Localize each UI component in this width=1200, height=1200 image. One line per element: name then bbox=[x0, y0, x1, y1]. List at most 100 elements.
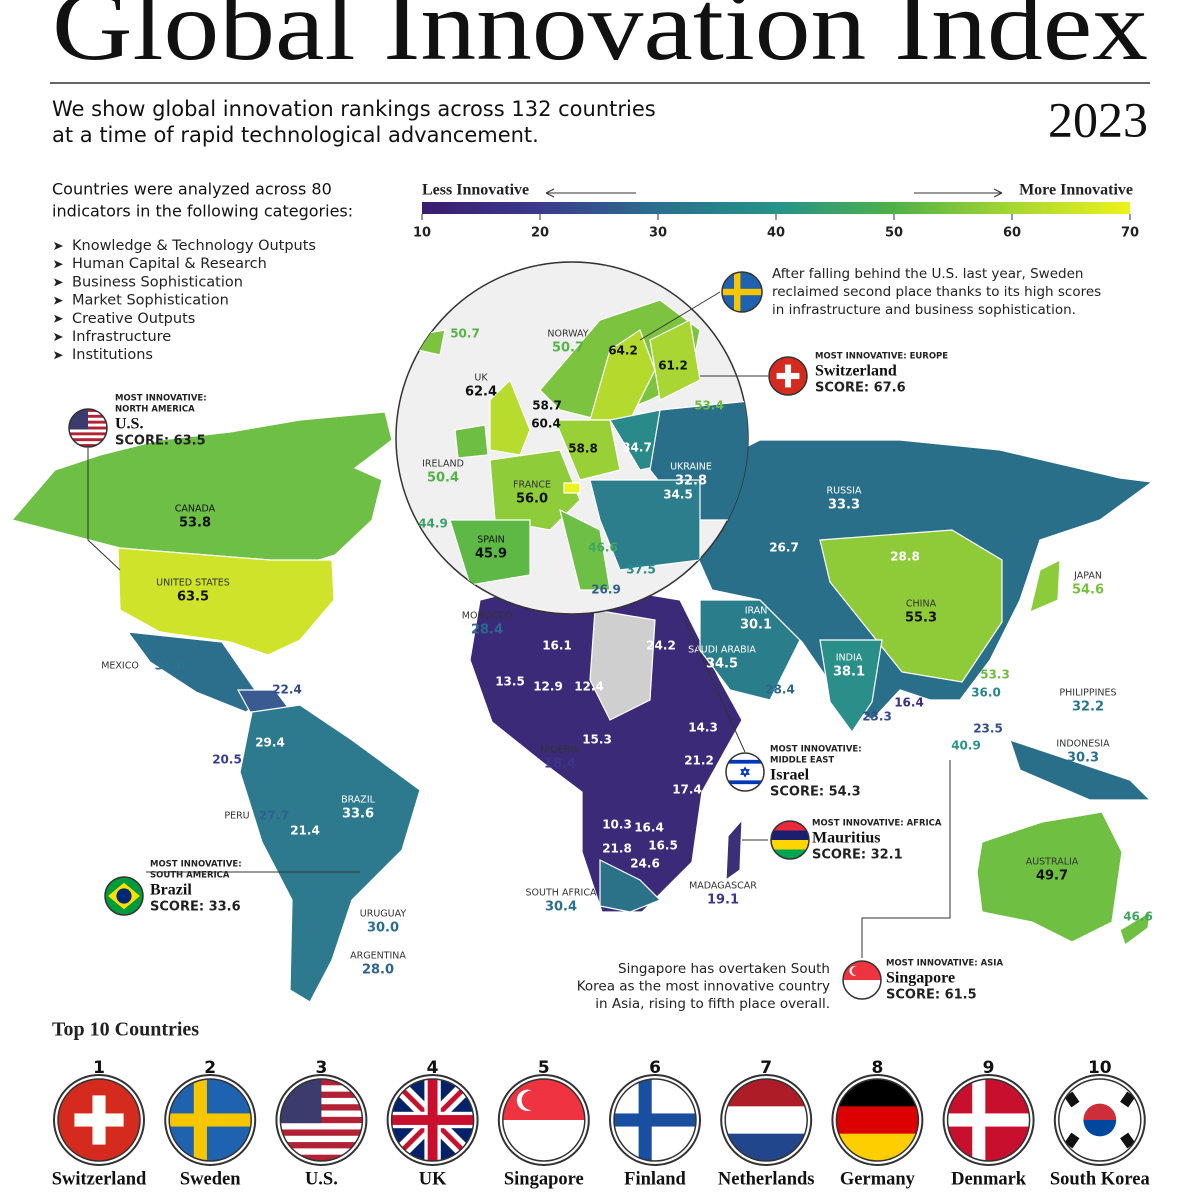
legend-high-label: More Innovative bbox=[1019, 182, 1133, 199]
country-score: 22.4 bbox=[272, 683, 302, 697]
legend-tick-label: 30 bbox=[649, 226, 667, 241]
country-score: 16.1 bbox=[542, 639, 572, 653]
flag-ring bbox=[842, 960, 882, 1000]
annotation-line: in Asia, rising to fifth place overall. bbox=[595, 996, 830, 1012]
flag bbox=[722, 272, 762, 312]
rank-number: 2 bbox=[204, 1058, 216, 1078]
country-name: Sweden bbox=[180, 1169, 241, 1189]
flag-part bbox=[1120, 1091, 1136, 1108]
country-name: UK bbox=[419, 1169, 447, 1189]
country-score: 23.5 bbox=[973, 722, 1003, 736]
country-score: 12.4 bbox=[574, 680, 604, 694]
flag bbox=[614, 1079, 696, 1161]
bullet-arrow bbox=[54, 351, 63, 360]
flag-part bbox=[725, 1079, 808, 1108]
flag-part bbox=[280, 1129, 363, 1137]
flag-part bbox=[614, 1113, 696, 1127]
country-score: 10.3 bbox=[602, 818, 632, 832]
country-score: 32.8 bbox=[675, 474, 707, 489]
country-score: 23.3 bbox=[862, 710, 892, 724]
leader-line bbox=[861, 760, 951, 958]
country-score: 21.8 bbox=[602, 842, 632, 856]
country-score: 61.2 bbox=[658, 359, 688, 373]
bullet-arrow bbox=[54, 333, 63, 341]
region bbox=[725, 818, 743, 882]
country-name: UNITED STATES bbox=[156, 578, 230, 589]
europe-map bbox=[414, 299, 748, 591]
country-score: 17.4 bbox=[672, 783, 702, 797]
flag-part bbox=[280, 1135, 363, 1143]
top10-title: Top 10 Countries bbox=[52, 1019, 199, 1041]
legend-arrow-head bbox=[993, 188, 1003, 198]
country-score: 53.3 bbox=[980, 668, 1010, 682]
country-score: 49.7 bbox=[1036, 869, 1068, 884]
flag bbox=[105, 877, 143, 915]
title: Global Innovation Index bbox=[52, 0, 1148, 81]
country-score: 19.1 bbox=[707, 893, 739, 908]
country-score: 30.3 bbox=[1067, 751, 1099, 766]
rank-number: 5 bbox=[538, 1058, 550, 1078]
flag-ring bbox=[835, 1078, 920, 1162]
country-name: NIGERIA bbox=[540, 745, 580, 756]
country-score: 63.5 bbox=[177, 590, 209, 605]
flag-part bbox=[740, 766, 750, 778]
annotations: After falling behind the U.S. last year,… bbox=[577, 266, 1101, 1012]
callout-kicker: MOST INNOVATIVE: bbox=[150, 860, 242, 870]
flag-part bbox=[1120, 1132, 1136, 1149]
category-item: Business Sophistication bbox=[72, 274, 243, 290]
country-score: 58.7 bbox=[532, 399, 562, 413]
leader-line bbox=[684, 619, 746, 753]
flag-part bbox=[836, 1106, 919, 1135]
flag-part bbox=[280, 1123, 363, 1131]
flag-part bbox=[69, 441, 107, 445]
rank-number: 10 bbox=[1088, 1058, 1112, 1078]
country-score: 50.7 bbox=[552, 341, 584, 356]
country-name: FRANCE bbox=[513, 480, 551, 491]
country-score: 60.4 bbox=[531, 417, 561, 431]
flag-part bbox=[280, 1148, 363, 1156]
year: 2023 bbox=[1048, 91, 1148, 147]
category-item: Market Sophistication bbox=[72, 293, 229, 309]
flag-ring bbox=[57, 1078, 141, 1162]
country-name: MOROCCO bbox=[462, 611, 513, 622]
flag bbox=[391, 1079, 474, 1161]
legend-bar bbox=[422, 202, 1130, 214]
leader-lines bbox=[87, 291, 951, 958]
flag-ring bbox=[502, 1078, 586, 1162]
flag-part bbox=[280, 1079, 322, 1124]
country-score: 16.4 bbox=[894, 696, 924, 710]
category-list: Knowledge & Technology Outputs Human Capi… bbox=[54, 238, 316, 363]
country-score: 44.9 bbox=[418, 517, 448, 531]
flag-ring bbox=[725, 752, 765, 792]
flag-part bbox=[1083, 1120, 1117, 1137]
region bbox=[649, 319, 701, 401]
flag-part bbox=[116, 888, 132, 904]
region bbox=[554, 419, 621, 481]
country-score: 40.9 bbox=[951, 739, 981, 753]
leader-line bbox=[87, 448, 121, 571]
country-score: 28.8 bbox=[890, 550, 920, 564]
country-score: 58.8 bbox=[568, 442, 598, 456]
country-name: NORWAY bbox=[547, 329, 588, 340]
legend-tick-label: 40 bbox=[767, 226, 785, 241]
country-name: UK bbox=[474, 373, 488, 384]
rank-number: 4 bbox=[427, 1058, 439, 1078]
callout-kicker: MIDDLE EAST bbox=[770, 756, 834, 766]
region bbox=[126, 631, 263, 713]
flag-ring bbox=[1058, 1078, 1142, 1162]
flag-part bbox=[1064, 1091, 1080, 1108]
country-score: 12.9 bbox=[533, 680, 563, 694]
flag-part bbox=[771, 821, 809, 831]
callout-kicker: MOST INNOVATIVE: bbox=[115, 394, 207, 404]
flag bbox=[1058, 1079, 1141, 1161]
country-name: Netherlands bbox=[718, 1169, 815, 1189]
country-score: 28.4 bbox=[471, 623, 503, 638]
region bbox=[1009, 739, 1152, 801]
flag-part bbox=[836, 1079, 919, 1108]
flag-part bbox=[69, 438, 107, 442]
flag-ring bbox=[724, 1078, 808, 1162]
country-name: PERU bbox=[224, 811, 249, 822]
legend-arrow-head bbox=[545, 188, 555, 198]
